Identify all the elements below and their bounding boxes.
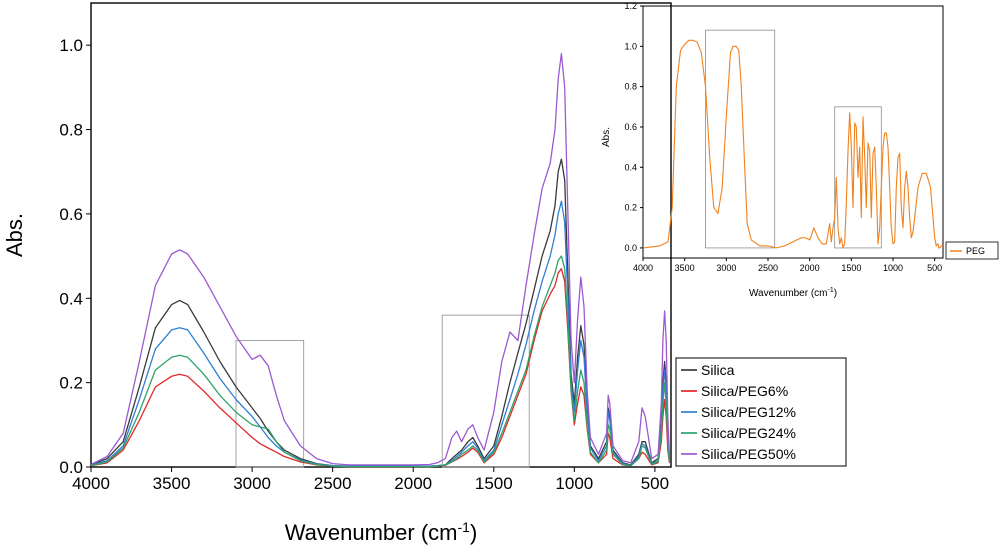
inset-y-axis-title: Abs.: [601, 127, 612, 147]
inset-x-tick-label: 3500: [675, 263, 695, 273]
main-series-line-1: [90, 158, 671, 467]
main-y-tick-label: 0.8: [59, 121, 83, 140]
inset-y-tick-label: 0.0: [624, 243, 637, 253]
inset-x-tick-label: 2000: [800, 263, 820, 273]
main-x-tick-label: 1500: [475, 474, 513, 493]
main-x-tick-label: 2000: [394, 474, 432, 493]
main-y-tick-label: 0.0: [59, 458, 83, 477]
main-x-tick-label: 1000: [555, 474, 593, 493]
inset-x-tick-label: 3000: [716, 263, 736, 273]
main-legend-label-1: Silica: [701, 362, 735, 378]
inset-x-axis-title: Wavenumber (cm-1): [749, 287, 837, 299]
main-y-tick-label: 0.2: [59, 374, 83, 393]
inset-legend: PEG: [945, 241, 999, 260]
inset-legend-label-1: PEG: [966, 246, 985, 256]
inset-y-tick-label: 0.6: [624, 122, 637, 132]
inset-y-tick-label: 0.8: [624, 82, 637, 92]
main-y-tick-label: 0.4: [59, 289, 83, 308]
main-x-tick-label: 4000: [72, 474, 110, 493]
main-series-lines: [90, 52, 671, 468]
inset-x-tick-label: 1500: [841, 263, 861, 273]
inset-x-tick-label: 1000: [883, 263, 903, 273]
main-legend-box: [675, 357, 847, 467]
inset-y-tick-label: 0.4: [624, 162, 637, 172]
main-series-line-5: [90, 52, 671, 466]
inset-y-tick-label: 0.2: [624, 203, 637, 213]
main-x-tick-label: 3000: [233, 474, 271, 493]
inset-series-line-1: [642, 39, 943, 249]
inset-y-tick-label: 1.0: [624, 41, 637, 51]
main-chart: 4000 3500 3000 2500 2000 1500 1000 500 0.00.20.…: [2, 2, 847, 545]
inset-legend-box: [945, 241, 999, 260]
main-highlight-region-1: [235, 340, 305, 468]
main-series-line-4: [90, 255, 671, 468]
inset-x-tick-label: 2500: [758, 263, 778, 273]
main-y-ticks: 0.0 0.2 0.4 0.6 0.8 1.0: [59, 36, 91, 477]
main-x-tick-label: 2500: [314, 474, 352, 493]
main-y-axis-title: Abs.: [2, 213, 27, 257]
inset-series-lines: [642, 39, 943, 249]
inset-chart: 4000 3500 3000 2500 2000 1500 1000 500 0.00.20.…: [601, 1, 999, 299]
main-x-tick-label: 500: [641, 474, 669, 493]
main-legend-label-3: Silica/PEG12%: [701, 404, 796, 420]
inset-x-tick-label: 4000: [633, 263, 653, 273]
main-highlight-regions: [235, 314, 530, 468]
main-legend: Silica Silica/PEG6% Silica/PEG12% Silica/PE…: [675, 357, 847, 467]
main-y-tick-label: 1.0: [59, 36, 83, 55]
main-x-axis-title: Wavenumber (cm-1): [285, 519, 478, 545]
inset-plot-frame: [642, 5, 944, 259]
main-x-ticks: 4000 3500 3000 2500 2000 1500 1000 500: [72, 467, 669, 493]
inset-x-ticks: 4000 3500 3000 2500 2000 1500 1000 500: [633, 258, 942, 273]
main-legend-label-5: Silica/PEG50%: [701, 446, 796, 462]
main-legend-label-2: Silica/PEG6%: [701, 383, 788, 399]
inset-x-tick-label: 500: [927, 263, 942, 273]
inset-y-ticks: 0.0 0.2 0.4 0.6 0.8 1.0 1.2: [624, 1, 643, 253]
main-y-tick-label: 0.6: [59, 205, 83, 224]
inset-y-tick-label: 1.2: [624, 1, 637, 11]
inset-highlight-region-1: [705, 29, 776, 249]
inset-highlight-regions: [705, 29, 882, 249]
main-highlight-region-2: [441, 314, 530, 468]
main-legend-label-4: Silica/PEG24%: [701, 425, 796, 441]
main-x-tick-label: 3500: [153, 474, 191, 493]
